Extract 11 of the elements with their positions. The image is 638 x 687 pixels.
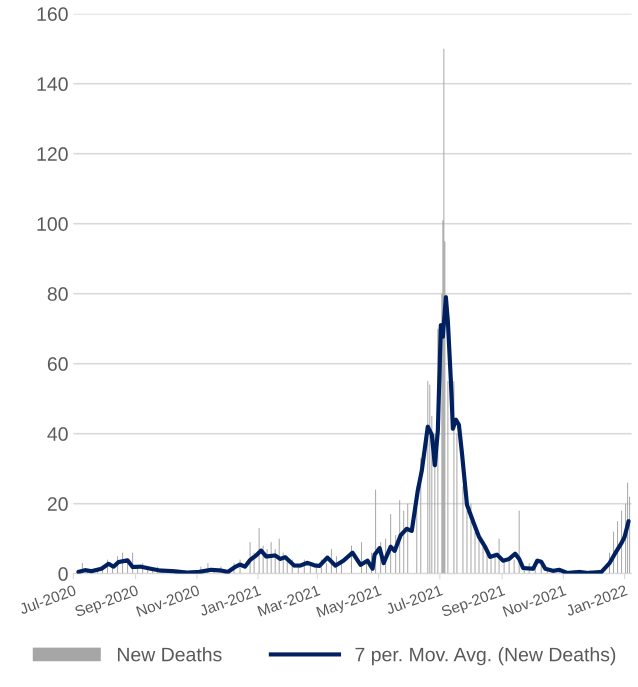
y-tick-label: 0 [58,567,68,581]
y-tick-label: 40 [47,427,68,441]
y-tick-label: 80 [48,287,68,301]
y-tick-label: 140 [38,77,68,91]
y-tick-label: 160 [38,7,68,21]
y-tick-label: 100 [38,217,68,231]
y-tick-label: 60 [48,357,68,371]
legend-label: New Deaths [118,647,222,662]
y-tick-label: 20 [48,497,68,511]
y-tick-label: 120 [38,147,68,161]
legend-label: 7 per. Mov. Avg. (New Deaths) [355,647,616,666]
